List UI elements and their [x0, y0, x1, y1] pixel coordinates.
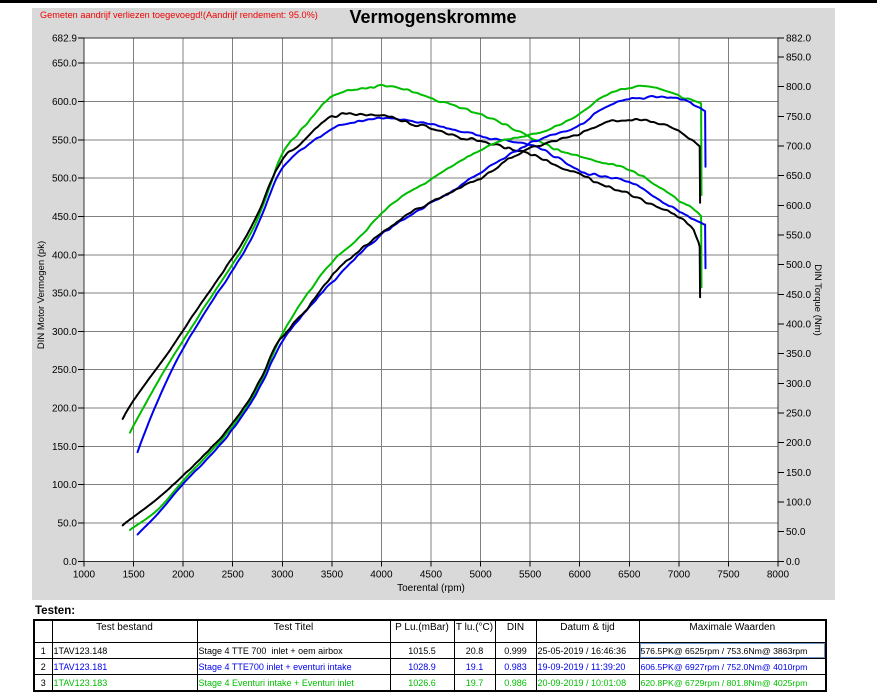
svg-text:4000: 4000	[370, 570, 393, 581]
svg-text:200.0: 200.0	[52, 404, 77, 415]
svg-text:600.0: 600.0	[786, 201, 811, 212]
svg-text:6500: 6500	[618, 570, 641, 581]
svg-text:5500: 5500	[519, 570, 542, 581]
svg-text:2000: 2000	[172, 570, 195, 581]
svg-text:800.0: 800.0	[786, 82, 811, 93]
svg-text:100.0: 100.0	[52, 480, 77, 491]
svg-text:Toerental (rpm): Toerental (rpm)	[397, 583, 465, 594]
svg-text:250.0: 250.0	[52, 365, 77, 376]
svg-text:7500: 7500	[717, 570, 740, 581]
svg-text:750.0: 750.0	[786, 112, 811, 123]
svg-text:600.0: 600.0	[52, 97, 77, 108]
svg-text:550.0: 550.0	[786, 231, 811, 242]
svg-text:200.0: 200.0	[786, 438, 811, 449]
svg-text:350.0: 350.0	[52, 289, 77, 300]
svg-text:5000: 5000	[469, 570, 492, 581]
svg-text:400.0: 400.0	[786, 320, 811, 331]
svg-text:1000: 1000	[73, 570, 96, 581]
svg-text:700.0: 700.0	[786, 142, 811, 153]
svg-text:350.0: 350.0	[786, 349, 811, 360]
svg-text:50.0: 50.0	[786, 527, 806, 538]
svg-text:1500: 1500	[122, 570, 145, 581]
svg-text:650.0: 650.0	[52, 59, 77, 70]
svg-text:DIN Torque (Nm): DIN Torque (Nm)	[812, 264, 823, 336]
svg-text:150.0: 150.0	[786, 468, 811, 479]
svg-text:2500: 2500	[222, 570, 245, 581]
svg-text:0.0: 0.0	[63, 557, 77, 568]
svg-text:3000: 3000	[271, 570, 294, 581]
svg-text:650.0: 650.0	[786, 171, 811, 182]
svg-text:4500: 4500	[420, 570, 443, 581]
svg-text:250.0: 250.0	[786, 409, 811, 420]
svg-text:450.0: 450.0	[52, 212, 77, 223]
svg-text:450.0: 450.0	[786, 290, 811, 301]
svg-text:500.0: 500.0	[52, 174, 77, 185]
svg-text:500.0: 500.0	[786, 260, 811, 271]
svg-text:50.0: 50.0	[58, 519, 78, 530]
svg-text:Vermogenskromme: Vermogenskromme	[349, 7, 516, 27]
svg-text:682.9: 682.9	[52, 34, 77, 45]
svg-text:0.0: 0.0	[786, 557, 800, 568]
svg-text:300.0: 300.0	[52, 327, 77, 338]
svg-text:7000: 7000	[668, 570, 691, 581]
svg-text:882.0: 882.0	[786, 34, 811, 45]
svg-text:850.0: 850.0	[786, 53, 811, 64]
svg-text:100.0: 100.0	[786, 498, 811, 509]
svg-text:DIN Motor Vermogen (pk): DIN Motor Vermogen (pk)	[36, 241, 47, 349]
svg-text:8000: 8000	[767, 570, 790, 581]
svg-text:550.0: 550.0	[52, 135, 77, 146]
svg-text:300.0: 300.0	[786, 379, 811, 390]
svg-text:150.0: 150.0	[52, 442, 77, 453]
svg-text:3500: 3500	[321, 570, 344, 581]
svg-text:6000: 6000	[569, 570, 592, 581]
svg-text:400.0: 400.0	[52, 250, 77, 261]
svg-text:Gemeten aandrijf verliezen toe: Gemeten aandrijf verliezen toegevoegd!(A…	[40, 10, 318, 20]
